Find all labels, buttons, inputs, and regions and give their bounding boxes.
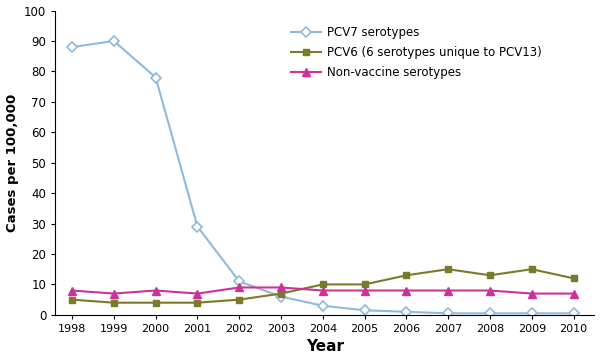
Non-vaccine serotypes [403, 288, 410, 293]
PCV7 serotypes [445, 311, 452, 315]
Line: PCV7 serotypes: PCV7 serotypes [68, 37, 577, 317]
Non-vaccine serotypes [445, 288, 452, 293]
Non-vaccine serotypes [487, 288, 494, 293]
PCV7 serotypes [403, 310, 410, 314]
PCV6 (6 serotypes unique to PCV13) [403, 273, 410, 278]
PCV7 serotypes [361, 308, 368, 312]
PCV7 serotypes [236, 279, 243, 284]
PCV7 serotypes [68, 45, 76, 49]
PCV6 (6 serotypes unique to PCV13) [528, 267, 535, 271]
Non-vaccine serotypes [570, 291, 577, 296]
Line: PCV6 (6 serotypes unique to PCV13): PCV6 (6 serotypes unique to PCV13) [68, 266, 577, 306]
Non-vaccine serotypes [152, 288, 159, 293]
PCV6 (6 serotypes unique to PCV13) [361, 282, 368, 287]
PCV6 (6 serotypes unique to PCV13) [152, 301, 159, 305]
PCV7 serotypes [277, 294, 284, 299]
PCV6 (6 serotypes unique to PCV13) [236, 297, 243, 302]
Non-vaccine serotypes [277, 285, 284, 290]
PCV6 (6 serotypes unique to PCV13) [445, 267, 452, 271]
PCV6 (6 serotypes unique to PCV13) [68, 297, 76, 302]
Legend: PCV7 serotypes, PCV6 (6 serotypes unique to PCV13), Non-vaccine serotypes: PCV7 serotypes, PCV6 (6 serotypes unique… [287, 23, 545, 83]
PCV7 serotypes [570, 311, 577, 315]
PCV6 (6 serotypes unique to PCV13) [194, 301, 201, 305]
Non-vaccine serotypes [319, 288, 326, 293]
PCV7 serotypes [319, 303, 326, 308]
PCV6 (6 serotypes unique to PCV13) [277, 291, 284, 296]
Non-vaccine serotypes [236, 285, 243, 290]
PCV6 (6 serotypes unique to PCV13) [570, 276, 577, 280]
Non-vaccine serotypes [194, 291, 201, 296]
PCV7 serotypes [152, 75, 159, 80]
PCV7 serotypes [110, 39, 118, 43]
Y-axis label: Cases per 100,000: Cases per 100,000 [5, 94, 19, 232]
X-axis label: Year: Year [306, 339, 344, 355]
PCV6 (6 serotypes unique to PCV13) [487, 273, 494, 278]
PCV7 serotypes [194, 224, 201, 229]
PCV6 (6 serotypes unique to PCV13) [110, 301, 118, 305]
PCV7 serotypes [487, 311, 494, 315]
Line: Non-vaccine serotypes: Non-vaccine serotypes [68, 283, 578, 298]
Non-vaccine serotypes [528, 291, 535, 296]
PCV7 serotypes [528, 311, 535, 315]
Non-vaccine serotypes [361, 288, 368, 293]
Non-vaccine serotypes [110, 291, 118, 296]
PCV6 (6 serotypes unique to PCV13) [319, 282, 326, 287]
Non-vaccine serotypes [68, 288, 76, 293]
